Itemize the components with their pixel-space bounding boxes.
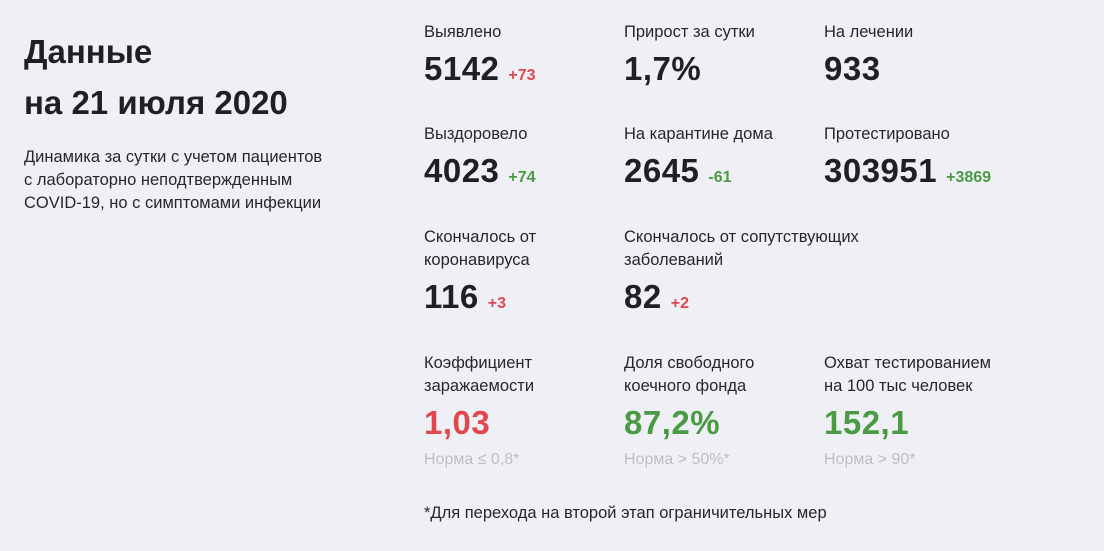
stat-delta: +73 <box>508 67 536 84</box>
stat-value: 116 <box>424 278 479 315</box>
stat-value: 2645 <box>624 152 700 189</box>
stat-label-line-1: Скончалось от сопутствующих <box>624 228 859 246</box>
stat-infection-rate: Коэффициент заражаемости 1,03 Норма ≤ 0,… <box>424 352 534 470</box>
stat-value: 87,2% <box>624 404 721 441</box>
stat-value: 933 <box>824 50 881 87</box>
stat-value: 1,7% <box>624 50 702 87</box>
stat-value: 303951 <box>824 152 938 189</box>
title-line-1: Данные <box>24 33 153 70</box>
stat-label: На лечении <box>824 23 914 41</box>
page-subtitle: Динамика за сутки с учетом пациентов с л… <box>24 146 384 215</box>
stat-value: 152,1 <box>824 404 910 441</box>
stat-label: Прирост за сутки <box>624 23 755 41</box>
stat-label-line-2: коечного фонда <box>624 377 747 395</box>
stat-label: На карантине дома <box>624 125 773 143</box>
title-line-2: на 21 июля 2020 <box>24 84 288 121</box>
stat-treatment: На лечении 933 <box>824 21 913 88</box>
stat-label-line-2: коронавируса <box>424 251 530 269</box>
stat-recovered: Выздоровело 4023 +74 <box>424 123 536 190</box>
stat-label-line-2: заражаемости <box>424 377 535 395</box>
stat-label: Скончалось от сопутствующих заболеваний <box>624 226 859 272</box>
stat-label-line-1: Коэффициент <box>424 354 533 372</box>
stat-beds: Доля свободного коечного фонда 87,2% Нор… <box>624 352 754 470</box>
stat-label: Охват тестированием на 100 тыс человек <box>824 352 991 398</box>
subtitle-line-2: с лабораторно неподтвержденным <box>24 171 293 189</box>
stat-norm: Норма ≤ 0,8* <box>424 451 520 468</box>
stat-value: 82 <box>624 278 662 315</box>
stat-label-line-1: Охват тестированием <box>824 354 991 372</box>
stat-label-line-2: на 100 тыс человек <box>824 377 973 395</box>
stat-delta: +74 <box>508 169 536 186</box>
page-title: Данные на 21 июля 2020 <box>24 26 384 128</box>
stat-label: Выявлено <box>424 23 502 41</box>
stat-label: Протестировано <box>824 125 950 143</box>
stat-norm: Норма > 90* <box>824 451 916 468</box>
stat-delta: +2 <box>670 295 689 312</box>
stat-detected: Выявлено 5142 +73 <box>424 21 536 88</box>
stat-value: 4023 <box>424 152 500 189</box>
header: Данные на 21 июля 2020 Динамика за сутки… <box>24 26 384 215</box>
stat-growth: Прирост за сутки 1,7% <box>624 21 755 88</box>
stat-delta: +3869 <box>946 169 992 186</box>
stat-label: Скончалось от коронавируса <box>424 226 536 272</box>
stat-norm: Норма > 50%* <box>624 451 730 468</box>
footnote: *Для перехода на второй этап ограничител… <box>424 504 827 522</box>
stat-label-line-2: заболеваний <box>624 251 724 269</box>
stat-delta: +3 <box>487 295 506 312</box>
stat-died-covid: Скончалось от коронавируса 116 +3 <box>424 226 536 316</box>
subtitle-line-1: Динамика за сутки с учетом пациентов <box>24 148 323 166</box>
stat-value: 1,03 <box>424 404 491 441</box>
stat-died-other: Скончалось от сопутствующих заболеваний … <box>624 226 859 316</box>
stat-coverage: Охват тестированием на 100 тыс человек 1… <box>824 352 991 470</box>
stat-label-line-1: Скончалось от <box>424 228 537 246</box>
stat-label: Доля свободного коечного фонда <box>624 352 754 398</box>
stat-value: 5142 <box>424 50 500 87</box>
stat-delta: -61 <box>708 169 732 186</box>
stat-label: Выздоровело <box>424 125 528 143</box>
subtitle-line-3: COVID-19, но с симптомами инфекции <box>24 194 322 212</box>
stat-quarantine: На карантине дома 2645 -61 <box>624 123 773 190</box>
stat-label: Коэффициент заражаемости <box>424 352 534 398</box>
stat-tested: Протестировано 303951 +3869 <box>824 123 991 190</box>
stat-label-line-1: Доля свободного <box>624 354 755 372</box>
